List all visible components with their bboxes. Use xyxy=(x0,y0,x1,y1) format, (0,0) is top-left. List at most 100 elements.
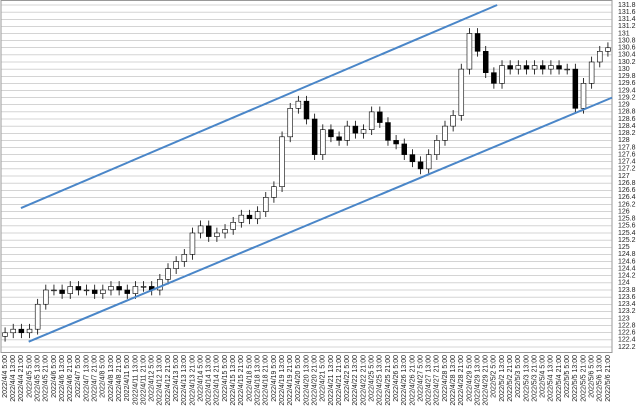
y-tick-label: 125.8 xyxy=(618,216,636,223)
x-tick-label: 2022/4/14 21:00 xyxy=(214,355,221,406)
candle-body xyxy=(499,65,505,84)
x-tick-label: 2022/4/27 13:00 xyxy=(426,355,433,406)
y-tick-label: 122.6 xyxy=(618,330,636,337)
y-tick-label: 123.8 xyxy=(618,287,636,294)
x-tick-label: 2022/5/6 5:00 xyxy=(588,355,595,398)
candle-body xyxy=(59,289,65,294)
candle-body xyxy=(515,65,522,70)
candle-body xyxy=(523,65,530,70)
candle-body xyxy=(263,197,269,212)
candle-body xyxy=(75,286,82,291)
x-tick-label: 2022/4/22 13:00 xyxy=(352,355,359,406)
x-tick-label: 2022/4/4 21:00 xyxy=(18,355,25,402)
x-tick-label: 2022/4/11 5:00 xyxy=(124,355,131,401)
y-tick-label: 125.2 xyxy=(618,237,636,244)
y-tick-label: 130.4 xyxy=(618,52,636,59)
candle-body xyxy=(271,186,277,198)
y-tick-label: 124.2 xyxy=(618,273,636,280)
x-tick-label: 2022/4/8 21:00 xyxy=(116,355,123,402)
candle-body xyxy=(303,100,310,120)
x-tick-label: 2022/4/28 21:00 xyxy=(458,355,465,406)
candle-body xyxy=(368,111,375,130)
candle-body xyxy=(580,83,587,109)
y-tick-label: 131 xyxy=(618,30,630,37)
y-tick-label: 126.2 xyxy=(618,201,636,208)
candle-body xyxy=(344,125,350,141)
x-tick-label: 2022/4/19 5:00 xyxy=(271,355,278,402)
y-tick-label: 123.2 xyxy=(618,308,636,315)
candle-body xyxy=(425,154,432,170)
x-tick-label: 2022/5/2 21:00 xyxy=(507,355,514,402)
y-tick-label: 128.2 xyxy=(618,130,636,137)
y-tick-label: 125.6 xyxy=(618,223,636,230)
y-tick-label: 131.8 xyxy=(618,2,636,9)
y-tick-label: 130.6 xyxy=(618,45,636,52)
candle-body xyxy=(189,232,196,255)
x-tick-label: 2022/4/13 13:00 xyxy=(181,355,188,406)
candle-body xyxy=(2,332,8,337)
candle-body xyxy=(108,286,114,291)
x-tick-label: 2022/4/7 5:00 xyxy=(75,355,82,398)
candle-body xyxy=(91,289,98,294)
candle-body xyxy=(230,222,236,230)
y-tick-label: 123 xyxy=(618,315,630,322)
y-tick-label: 126.6 xyxy=(618,187,636,194)
x-tick-label: 2022/4/18 21:00 xyxy=(263,355,270,406)
candle-body xyxy=(417,161,424,170)
x-tick-label: 2022/4/27 5:00 xyxy=(417,355,424,402)
candle-body xyxy=(181,254,188,262)
x-tick-label: 2022/4/6 13:00 xyxy=(59,355,66,402)
y-tick-label: 124 xyxy=(618,280,630,287)
y-tick-label: 128 xyxy=(618,137,630,144)
candle-body xyxy=(450,115,456,127)
y-tick-label: 130.2 xyxy=(618,59,636,66)
y-tick-label: 126.8 xyxy=(618,180,636,187)
trend-line xyxy=(20,4,498,209)
y-tick-label: 127.6 xyxy=(618,151,636,158)
x-tick-label: 2022/4/13 5:00 xyxy=(173,355,180,402)
x-tick-label: 2022/4/14 13:00 xyxy=(206,355,213,406)
candle-body xyxy=(409,154,416,163)
y-tick-label: 127.2 xyxy=(618,166,636,173)
y-tick-label: 130 xyxy=(618,66,630,73)
candle-body xyxy=(474,33,481,52)
candle-body xyxy=(360,129,367,134)
x-tick-label: 2022/4/6 5:00 xyxy=(51,355,58,398)
x-tick-label: 2022/4/19 13:00 xyxy=(279,355,286,406)
candle-body xyxy=(18,328,25,334)
x-tick-label: 2022/4/29 13:00 xyxy=(474,355,481,406)
candle-body xyxy=(328,129,334,138)
candle-body xyxy=(10,328,16,334)
x-tick-label: 2022/4/19 21:00 xyxy=(287,355,294,406)
candle-body xyxy=(132,286,139,294)
x-tick-label: 2022/4/5 5:00 xyxy=(26,355,33,398)
candle-body xyxy=(597,51,603,63)
y-tick-label: 131.4 xyxy=(618,16,636,23)
candle-body xyxy=(434,140,440,155)
candle-body xyxy=(83,289,90,292)
trend-line xyxy=(28,96,613,343)
candle-body xyxy=(556,65,562,70)
candle-body xyxy=(214,232,220,237)
y-tick-label: 129.2 xyxy=(618,94,636,101)
x-tick-label: 2022/4/8 5:00 xyxy=(100,355,107,398)
x-tick-label: 2022/4/5 13:00 xyxy=(35,355,42,402)
y-tick-label: 129.6 xyxy=(618,80,636,87)
y-tick-label: 126.4 xyxy=(618,194,636,201)
x-tick-label: 2022/4/20 21:00 xyxy=(311,355,318,406)
x-tick-label: 2022/4/7 13:00 xyxy=(83,355,90,402)
candle-body xyxy=(287,108,293,138)
x-tick-label: 2022/4/21 21:00 xyxy=(336,355,343,406)
x-tick-label: 2022/4/11 21:00 xyxy=(140,355,147,405)
y-tick-label: 129 xyxy=(618,102,630,109)
y-tick-label: 124.6 xyxy=(618,258,636,265)
candle-body xyxy=(67,286,73,294)
x-tick-label: 2022/4/12 13:00 xyxy=(157,355,164,406)
x-tick-label: 2022/4/22 5:00 xyxy=(344,355,351,402)
candle-body xyxy=(385,122,391,141)
y-tick-label: 126 xyxy=(618,208,630,215)
candle-body xyxy=(34,303,41,330)
candle-body xyxy=(124,289,131,294)
y-tick-label: 124.4 xyxy=(618,265,636,272)
